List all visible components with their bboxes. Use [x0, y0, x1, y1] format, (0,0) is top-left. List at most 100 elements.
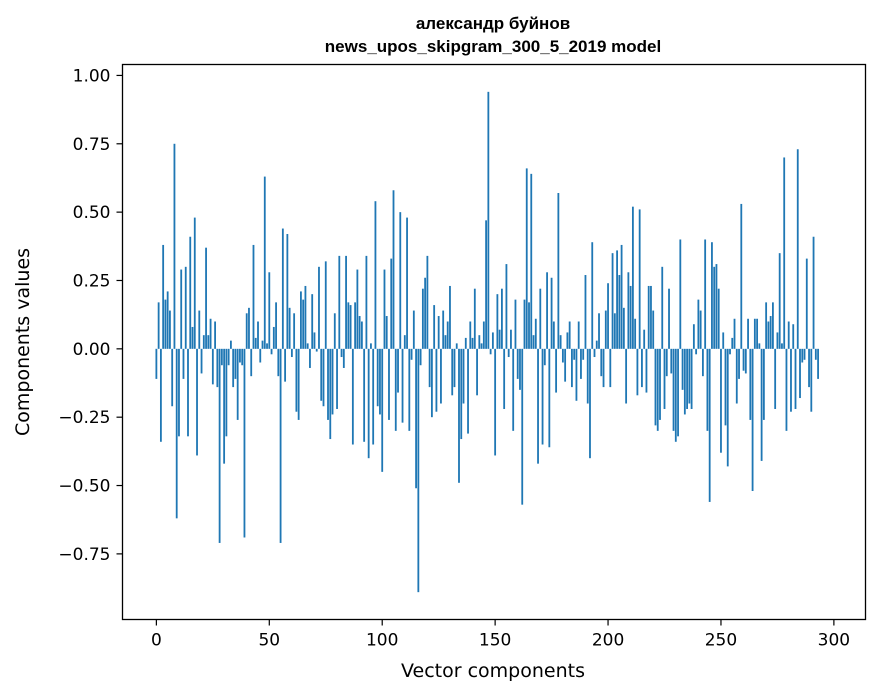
x-axis-label: Vector components	[401, 660, 585, 682]
bar-119	[424, 277, 427, 349]
bar-257	[735, 348, 738, 404]
bar-59	[288, 307, 291, 349]
bar-98	[376, 348, 379, 407]
bar-12	[182, 348, 185, 379]
bar-85	[347, 302, 350, 349]
bar-70	[313, 332, 316, 349]
bar-27	[216, 348, 219, 388]
bar-32	[227, 348, 230, 366]
bar-225	[663, 348, 666, 409]
bar-62	[295, 348, 298, 412]
bar-251	[722, 332, 725, 349]
bar-82	[340, 348, 343, 358]
bar-182	[566, 332, 569, 349]
bar-133	[455, 343, 458, 349]
bar-78	[331, 348, 334, 415]
bar-114	[412, 310, 415, 349]
bar-15	[189, 236, 192, 349]
bar-90	[358, 316, 361, 349]
bar-45	[257, 321, 259, 349]
bar-121	[428, 348, 431, 388]
bar-227	[668, 288, 670, 349]
bar-166	[530, 173, 533, 349]
bar-222	[656, 348, 659, 431]
y-tick-label: −0.25	[58, 408, 110, 428]
bar-158	[512, 348, 515, 431]
bar-260	[742, 348, 745, 371]
bar-34	[232, 348, 235, 388]
bar-0	[155, 348, 158, 379]
bar-17	[193, 217, 196, 349]
chart-title-line-2: news_upos_skipgram_300_5_2019 model	[325, 37, 661, 56]
bar-191	[586, 348, 589, 404]
bar-100	[381, 348, 384, 472]
bar-120	[426, 255, 429, 349]
bar-224	[661, 266, 664, 349]
y-tick-label: 0.00	[73, 340, 111, 360]
bar-94	[367, 348, 370, 459]
bar-103	[388, 348, 390, 420]
bar-243	[704, 239, 707, 349]
bar-186	[575, 348, 578, 401]
bar-79	[333, 313, 336, 349]
x-tick-label: 200	[592, 631, 624, 651]
bar-167	[532, 335, 535, 349]
bar-238	[692, 324, 695, 349]
bar-215	[641, 348, 643, 388]
bar-125	[437, 316, 440, 349]
bar-146	[485, 220, 487, 349]
bar-67	[306, 343, 309, 349]
bar-63	[297, 348, 300, 420]
bar-151	[496, 294, 499, 349]
bar-116	[417, 348, 420, 593]
bar-245	[708, 348, 711, 502]
bar-16	[191, 326, 194, 349]
bar-65	[302, 299, 305, 349]
bar-41	[248, 307, 250, 349]
bar-139	[469, 321, 472, 349]
bar-277	[781, 343, 783, 349]
bar-192	[589, 348, 591, 459]
bar-217	[645, 348, 648, 393]
bar-18	[196, 348, 198, 456]
bar-175	[550, 277, 553, 349]
bar-145	[482, 321, 485, 349]
bar-287	[803, 348, 806, 360]
bar-81	[338, 255, 341, 349]
bar-129	[446, 321, 449, 349]
bar-164	[525, 168, 528, 349]
bar-58	[286, 234, 289, 349]
bar-220	[652, 310, 655, 349]
bar-262	[747, 318, 749, 349]
bar-154	[503, 348, 506, 409]
bar-276	[778, 253, 781, 349]
bar-91	[360, 321, 363, 349]
bar-66	[304, 285, 307, 349]
bar-51	[270, 348, 273, 355]
bar-258	[738, 348, 740, 379]
bar-26	[214, 321, 216, 349]
bar-2	[159, 348, 162, 442]
bar-88	[354, 302, 357, 349]
bar-259	[740, 203, 743, 349]
bar-293	[817, 348, 819, 379]
bar-57	[284, 348, 287, 382]
bar-230	[674, 348, 677, 442]
bar-56	[281, 228, 284, 349]
bar-177	[555, 348, 558, 393]
bar-96	[372, 348, 375, 445]
bar-84	[345, 255, 347, 349]
bar-69	[311, 294, 314, 349]
bar-40	[245, 313, 248, 349]
bar-284	[796, 149, 799, 349]
bar-161	[519, 348, 521, 390]
bar-187	[577, 321, 580, 349]
bar-282	[792, 324, 795, 349]
bar-208	[625, 348, 628, 404]
bar-155	[505, 264, 508, 349]
bar-108	[399, 212, 402, 349]
bar-149	[491, 332, 494, 349]
x-tick-label: 150	[479, 631, 511, 651]
bar-281	[790, 348, 792, 412]
bar-75	[324, 261, 327, 349]
